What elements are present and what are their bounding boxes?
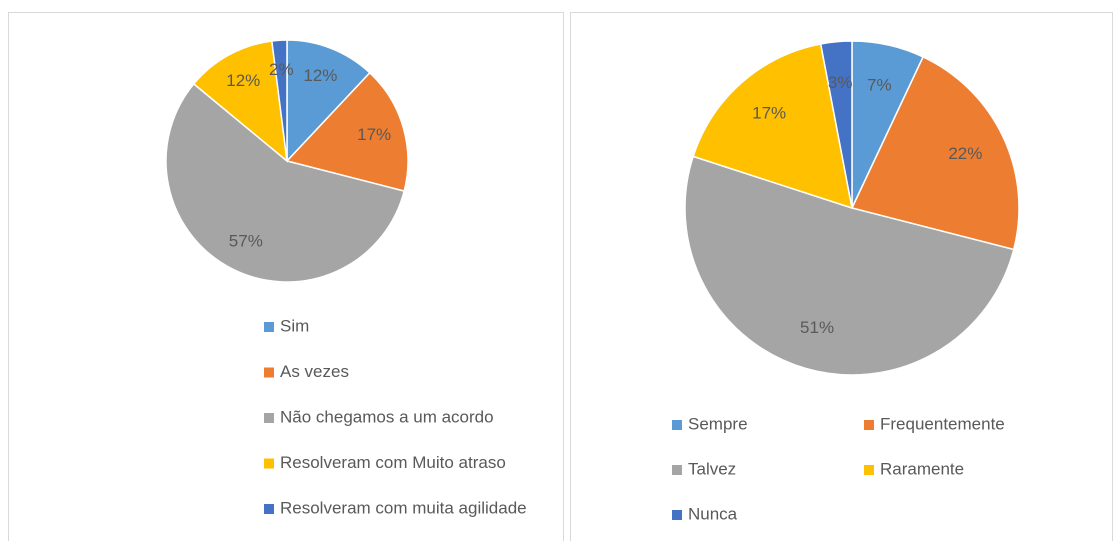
pie-slice [165,82,406,283]
legend-label: Não chegamos a um acordo [280,407,494,426]
legend-label: As vezes [280,362,349,381]
data-label: 17% [752,104,786,123]
legend-label: Sempre [688,414,748,433]
data-label: 3% [828,73,853,92]
data-label: 12% [303,66,337,85]
legend-swatch [264,458,274,469]
legend-swatch [264,504,274,514]
pie-slice [850,55,1020,251]
legend-swatch [864,420,874,430]
legend-label: Raramente [880,459,964,478]
legend-label: Resolveram com Muito atraso [280,453,506,472]
pie-slice [692,43,853,210]
pie-slice [819,40,853,209]
data-label: 17% [357,125,391,144]
data-label: 51% [800,318,834,337]
data-label: 7% [867,75,892,94]
legend-swatch [264,322,274,332]
legend-swatch [864,465,874,475]
pie-slice [192,40,288,163]
legend-label: Talvez [688,459,736,478]
legend-label: Sim [280,316,309,335]
data-label: 2% [269,60,294,79]
pie-slice [684,155,1015,376]
legend-label: Nunca [688,504,738,523]
pie-slice [270,39,288,162]
pie-slice [286,39,371,163]
pie-slice [285,71,409,193]
legend-swatch [672,420,682,430]
legend-swatch [264,367,274,378]
legend-swatch [672,510,682,520]
data-label: 12% [226,71,260,90]
legend-label: Resolveram com muita agilidade [280,498,527,517]
data-label: 57% [229,231,263,250]
legend-swatch [264,413,274,423]
data-label: 22% [948,144,982,163]
legend-label: Frequentemente [880,414,1005,433]
legend-swatch [672,465,682,475]
